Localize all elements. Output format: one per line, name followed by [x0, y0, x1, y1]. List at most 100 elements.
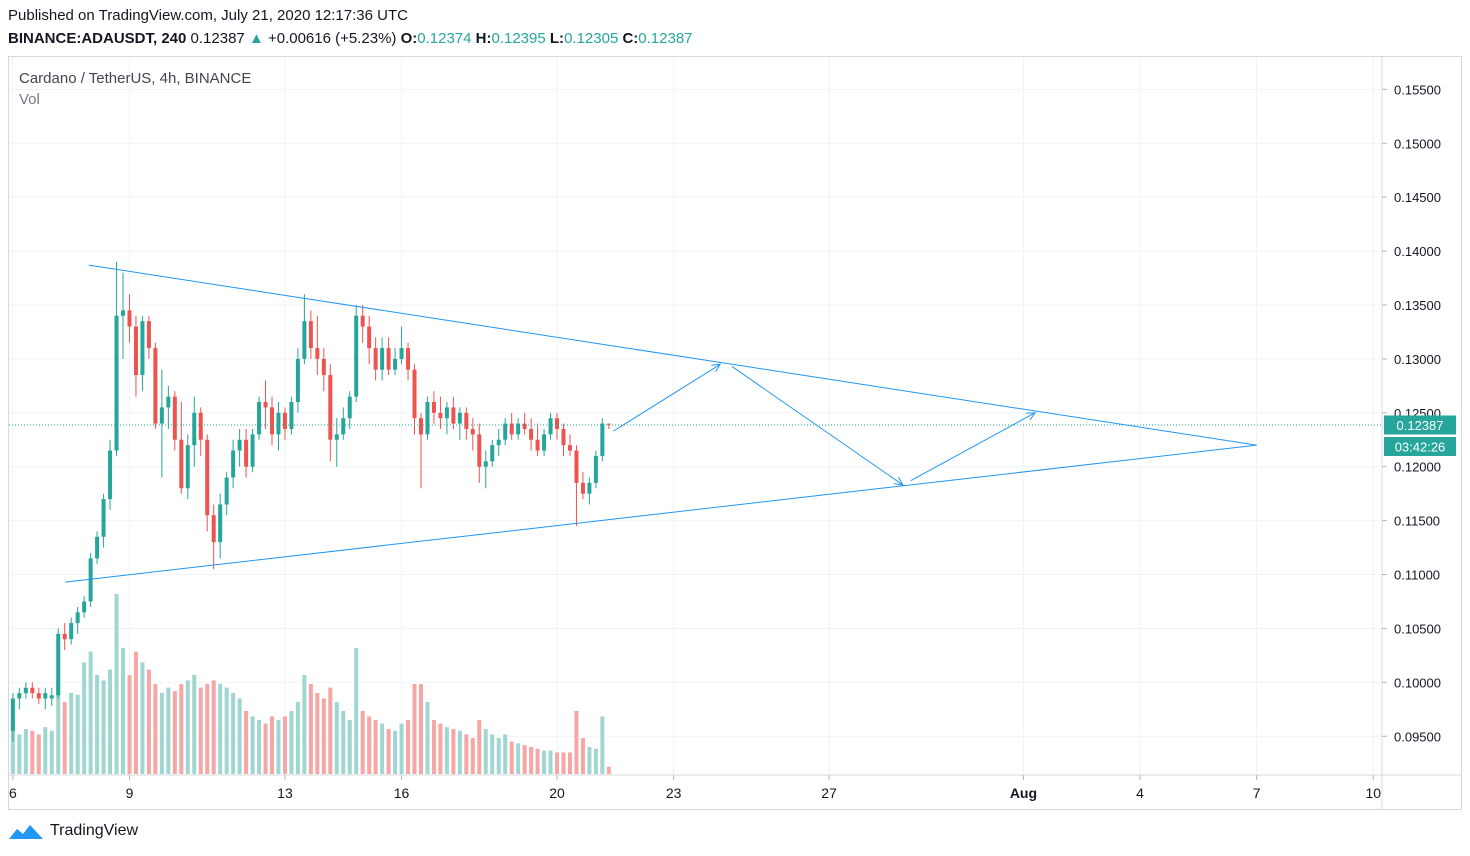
volume-bar-38	[257, 720, 262, 774]
candle-body-68	[451, 407, 456, 424]
volume-bar-71	[470, 738, 475, 774]
volume-bar-77	[509, 741, 514, 774]
y-tick-label-11: 0.10000	[1394, 675, 1441, 690]
volume-bar-56	[373, 720, 378, 774]
volume-bar-67	[444, 727, 449, 774]
chart-frame	[8, 56, 1462, 810]
x-tick-label-9: 7	[1253, 785, 1261, 801]
y-tick-label-12: 0.09500	[1394, 729, 1441, 744]
volume-bar-59	[393, 730, 398, 774]
candle-body-32	[218, 504, 223, 543]
volume-bar-30	[205, 684, 210, 774]
candle-body-53	[354, 315, 359, 397]
candle-body-54	[360, 315, 365, 327]
candle-body-18	[127, 310, 132, 327]
candle-body-85	[561, 428, 566, 446]
volume-bar-22	[153, 684, 158, 774]
candle-body-37	[250, 434, 255, 467]
x-tick-label-0: 6	[9, 785, 17, 801]
volume-bar-40	[269, 716, 274, 774]
candle-body-86	[567, 445, 572, 451]
volume-bar-9	[69, 693, 74, 774]
candle-body-26	[179, 439, 184, 489]
projection-arrow-3-head	[1026, 412, 1037, 421]
projection-arrow-3	[910, 412, 1036, 482]
volume-bar-13	[95, 675, 100, 774]
volume-bar-80	[529, 747, 534, 774]
volume-bar-55	[367, 716, 372, 774]
open-value: 0.12374	[417, 30, 472, 47]
candle-body-21	[146, 321, 151, 349]
x-tick-label-7: Aug	[1010, 785, 1037, 801]
candle-body-40	[269, 407, 274, 435]
volume-bar-15	[108, 669, 113, 774]
triangle-upper-line	[88, 264, 1257, 446]
volume-bar-16	[114, 594, 119, 774]
volume-bar-19	[133, 651, 138, 774]
candle-body-69	[457, 412, 462, 424]
x-tick-label-2: 13	[277, 785, 293, 801]
volume-bar-68	[451, 729, 456, 774]
volume-bar-70	[464, 734, 469, 774]
volume-bar-62	[412, 684, 417, 774]
chart-legend: Cardano / TetherUS, 4h, BINANCE Vol	[19, 68, 251, 110]
candle-body-80	[529, 428, 534, 440]
volume-bar-89	[587, 747, 592, 774]
candle-body-72	[477, 434, 482, 467]
candle-body-34	[231, 450, 236, 478]
volume-bars	[10, 594, 611, 774]
candle-body-1	[17, 693, 22, 699]
y-tick-label-5: 0.13000	[1394, 352, 1441, 367]
volume-bar-28	[192, 675, 197, 774]
candles	[10, 261, 611, 742]
volume-bar-2	[23, 729, 28, 774]
candle-body-31	[211, 515, 216, 543]
candle-body-13	[95, 536, 100, 559]
price-axis: 0.15500 0.15000 0.14500 0.14000 0.13500 0.130…	[1382, 82, 1441, 744]
legend-volume: Vol	[19, 91, 40, 108]
volume-bar-4	[36, 734, 41, 774]
candle-body-52	[347, 396, 352, 419]
volume-bar-91	[600, 716, 605, 774]
volume-bar-43	[289, 711, 294, 774]
footer-brand[interactable]: TradingView	[8, 821, 138, 841]
candle-body-4	[36, 693, 41, 699]
candle-body-48	[321, 358, 326, 376]
volume-bar-31	[211, 680, 216, 774]
volume-bar-17	[121, 648, 126, 774]
candle-body-0	[10, 698, 15, 731]
candle-body-33	[224, 477, 229, 505]
volume-bar-52	[347, 720, 352, 774]
candle-body-38	[257, 402, 262, 435]
candle-body-74	[490, 445, 495, 462]
footer-brand-text: TradingView	[50, 822, 139, 839]
tradingview-logo-icon	[9, 825, 43, 839]
candle-body-46	[308, 321, 313, 349]
candle-body-43	[289, 402, 294, 429]
low-value: 0.12305	[564, 30, 619, 47]
volume-bar-5	[43, 727, 48, 774]
volume-bar-74	[490, 734, 495, 774]
volume-bar-35	[237, 698, 242, 774]
candle-body-7	[56, 633, 61, 696]
candle-body-8	[62, 633, 67, 640]
candle-body-5	[43, 693, 48, 699]
volume-bar-25	[172, 691, 177, 774]
candle-body-47	[315, 348, 320, 359]
last-price-badge: 0.12387 03:42:26	[1384, 415, 1456, 456]
last-price-box	[1384, 415, 1456, 435]
candle-body-45	[302, 321, 307, 359]
candle-body-66	[438, 412, 443, 419]
volume-bar-46	[308, 684, 313, 774]
low-label: L:	[549, 30, 565, 47]
volume-bar-57	[380, 723, 385, 774]
candle-body-65	[431, 402, 436, 413]
candle-body-56	[373, 348, 378, 370]
candle-body-58	[386, 348, 391, 370]
volume-bar-72	[477, 720, 482, 774]
high-label: H:	[475, 30, 492, 47]
volume-bar-37	[250, 716, 255, 774]
x-tick-label-8: 4	[1136, 785, 1144, 801]
volume-bar-29	[198, 687, 203, 774]
